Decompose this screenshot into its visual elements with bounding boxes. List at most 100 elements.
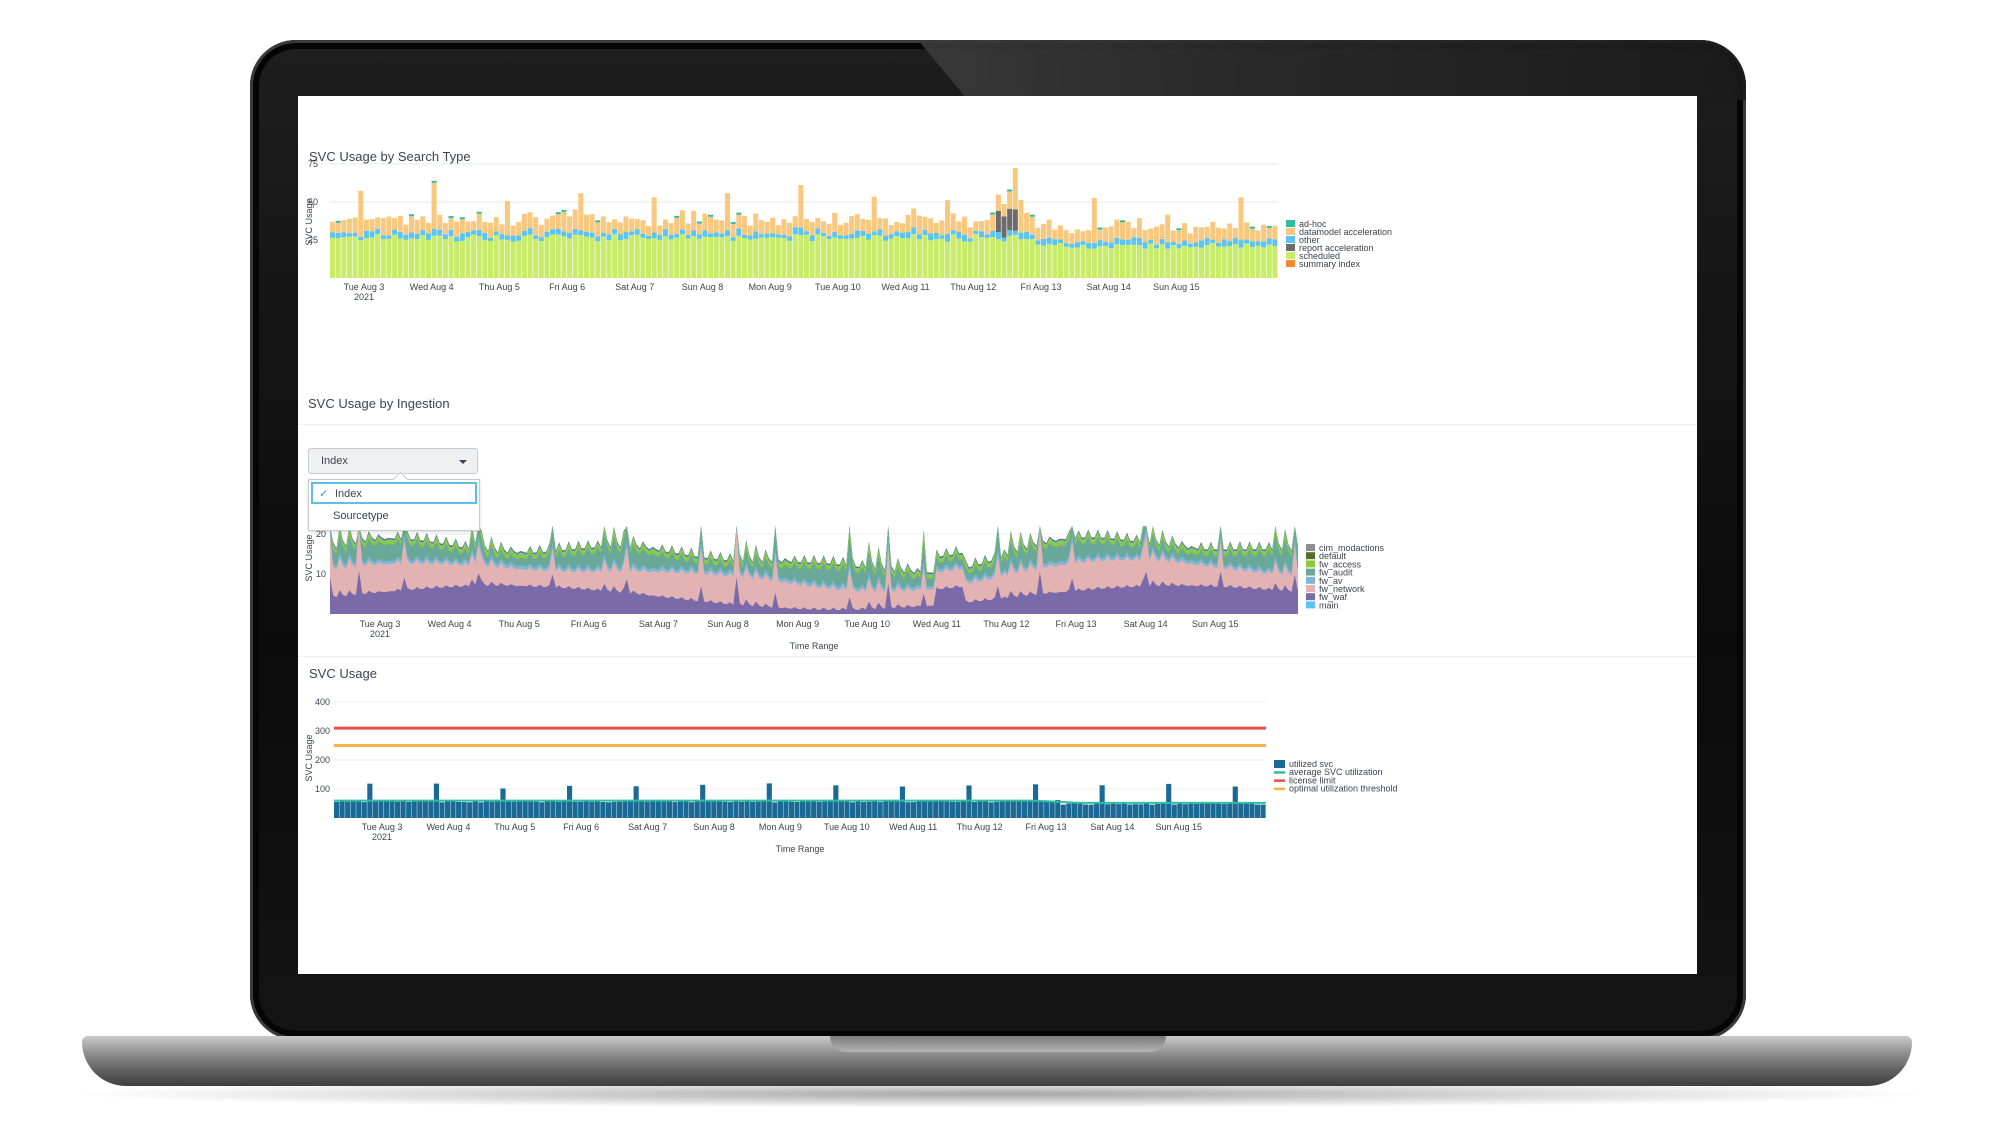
x-tick-label: Thu Aug 5: [499, 619, 540, 629]
bar-utilized-svc: [1260, 804, 1266, 818]
bar-utilized-svc: [1188, 802, 1194, 818]
bar-scheduled: [1142, 248, 1148, 278]
bar-utilized-svc: [494, 800, 501, 818]
bar-scheduled: [804, 234, 810, 278]
bar-scheduled: [442, 239, 448, 278]
bar-other: [939, 235, 945, 239]
bar-datamodel-acceleration: [533, 216, 539, 236]
bar-scheduled: [1012, 234, 1018, 278]
bar-utilized-svc: [1216, 802, 1222, 818]
bar-scheduled: [708, 237, 714, 278]
bar-other: [420, 230, 426, 236]
legend-label: ad-hoc: [1299, 219, 1327, 229]
bar-datamodel-acceleration: [612, 219, 618, 229]
bar-scheduled: [809, 241, 815, 278]
bar-other: [330, 232, 336, 238]
bar-other: [510, 235, 516, 242]
bar-other: [1159, 239, 1165, 245]
bar-datamodel-acceleration: [933, 222, 939, 233]
bar-other: [843, 235, 849, 240]
panel-title-search-type: SVC Usage by Search Type: [309, 149, 471, 164]
bar-other: [561, 231, 567, 237]
bar-report-acceleration: [1012, 209, 1018, 231]
bar-datamodel-acceleration: [330, 221, 336, 233]
bar-datamodel-acceleration: [826, 223, 832, 236]
bar-scheduled: [595, 241, 601, 278]
bar-utilized-svc: [672, 802, 678, 818]
legend-swatch: [1306, 601, 1315, 609]
bar-other: [1182, 240, 1188, 246]
bar-utilized-svc: [567, 785, 573, 818]
legend-label: optimal utilization threshold: [1289, 784, 1398, 794]
bar-datamodel-acceleration: [555, 214, 561, 229]
bar-scheduled: [516, 240, 522, 278]
y-tick-label: 200: [315, 755, 330, 765]
bar-other: [775, 234, 781, 238]
ingestion-split-select[interactable]: Index: [308, 448, 478, 474]
bar-utilized-svc: [1049, 801, 1055, 818]
bar-datamodel-acceleration: [510, 225, 516, 236]
bar-utilized-svc: [589, 801, 595, 818]
bar-scheduled: [1232, 244, 1238, 278]
bar-utilized-svc: [894, 800, 900, 818]
bar-other: [708, 233, 714, 238]
bar-ad-hoc: [1249, 226, 1255, 229]
bar-other: [1170, 241, 1176, 246]
bar-utilized-svc: [1238, 802, 1244, 818]
bar-other: [809, 235, 815, 242]
x-tick-label: Sun Aug 15: [1156, 822, 1203, 832]
bar-utilized-svc: [866, 801, 872, 818]
bar-scheduled: [352, 236, 358, 278]
bar-scheduled: [691, 236, 697, 278]
bar-scheduled: [482, 239, 488, 278]
bar-scheduled: [1035, 244, 1041, 278]
bar-datamodel-acceleration: [1125, 221, 1131, 240]
bar-utilized-svc: [833, 785, 839, 818]
bar-scheduled: [488, 240, 494, 278]
bar-scheduled: [984, 237, 990, 278]
bar-other: [1091, 242, 1097, 249]
bar-other: [871, 231, 877, 235]
bar-utilized-svc: [933, 801, 939, 818]
bar-utilized-svc: [922, 800, 928, 818]
bar-scheduled: [775, 237, 781, 278]
bar-scheduled: [826, 239, 832, 278]
bar-scheduled: [1204, 245, 1210, 278]
bar-utilized-svc: [517, 800, 523, 818]
bar-other: [1255, 241, 1261, 246]
bar-other: [922, 229, 928, 235]
bar-datamodel-acceleration: [550, 215, 556, 230]
bar-other: [504, 235, 510, 240]
bar-datamodel-acceleration: [1052, 229, 1058, 240]
bar-utilized-svc: [938, 800, 944, 818]
bar-scheduled: [894, 236, 900, 278]
bar-utilized-svc: [644, 801, 650, 818]
bar-datamodel-acceleration: [1238, 197, 1244, 241]
bar-utilized-svc: [899, 786, 906, 818]
bar-scheduled: [1069, 247, 1075, 278]
x-tick-label: Wed Aug 11: [913, 619, 961, 629]
bar-other: [916, 234, 922, 240]
bar-scheduled: [1001, 241, 1007, 278]
bar-other: [555, 228, 561, 235]
bar-other: [1227, 241, 1233, 247]
bar-other: [1142, 242, 1148, 249]
bar-scheduled: [849, 238, 855, 278]
bar-utilized-svc: [1243, 803, 1249, 818]
legend-label: average SVC utilization: [1289, 767, 1383, 777]
bar-other: [431, 228, 437, 236]
bar-utilized-svc: [1071, 802, 1077, 818]
bar-scheduled: [1148, 243, 1154, 278]
bar-utilized-svc: [528, 801, 534, 818]
bar-scheduled: [640, 237, 646, 278]
menu-item-sourcetype[interactable]: Sourcetype: [311, 506, 477, 528]
bar-utilized-svc: [439, 802, 445, 818]
menu-item-index[interactable]: ✓ Index: [311, 482, 477, 504]
bar-other: [493, 231, 499, 236]
bar-other: [363, 230, 369, 239]
bar-utilized-svc: [811, 801, 817, 818]
bar-datamodel-acceleration: [899, 223, 905, 233]
bar-scheduled: [1125, 244, 1131, 278]
bar-other: [1057, 239, 1063, 244]
